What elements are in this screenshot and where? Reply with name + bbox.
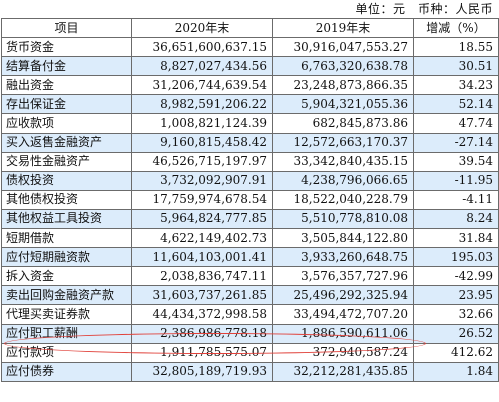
header-change: 增减（%） [413,17,499,39]
change-percent: 30.51 [413,56,499,77]
change-percent: 26.52 [413,323,499,344]
change-percent: 31.84 [413,228,499,249]
header-item: 项目 [1,17,132,39]
change-percent: 1.84 [413,361,499,382]
financial-table: 项目 2020年末 2019年末 增减（%） 货币资金 36,651,600,63… [1,17,499,382]
value-2019: 23,248,873,866.35 [272,75,414,96]
table-row: 结算备付金 8,827,027,434.56 6,763,320,638.78 30.… [1,56,499,77]
value-2020: 1,008,821,124.39 [131,113,273,134]
change-percent: 39.54 [413,151,499,172]
item-name: 应收款项 [1,113,132,134]
table-row: 其他权益工具投资 5,964,824,777.85 5,510,778,810.08… [1,208,499,230]
change-percent: 18.55 [413,37,499,58]
value-2020: 17,759,974,678.54 [131,189,273,210]
item-name: 应付债券 [1,361,132,382]
value-2019: 5,904,321,055.36 [272,94,414,115]
value-2020: 32,805,189,719.93 [131,361,273,382]
change-percent: 8.24 [413,208,499,230]
item-name: 融出资金 [1,75,132,96]
value-2020: 4,622,149,402.73 [131,228,273,249]
value-2019: 4,238,796,066.65 [272,170,414,191]
value-2019: 5,510,778,810.08 [272,208,414,230]
change-percent: 195.03 [413,247,499,268]
item-name: 交易性金融资产 [1,151,132,172]
change-percent: 34.23 [413,75,499,96]
table-row: 应付款项 1,911,785,575.07 372,940,587.24 412.62 [1,342,499,363]
table-row: 存出保证金 8,982,591,206.22 5,904,321,055.36 52.… [1,94,499,115]
value-2019: 1,886,590,611.06 [272,323,414,344]
value-2019: 33,494,472,707.20 [272,304,414,325]
item-name: 债权投资 [1,170,132,191]
table-row: 应付债券 32,805,189,719.93 32,212,281,435.85 1.… [1,361,499,382]
change-percent: -4.11 [413,189,499,210]
item-name: 应付短期融资款 [1,247,132,268]
table-row: 卖出回购金融资产款 31,603,737,261.85 25,496,292,325… [1,285,499,306]
value-2019: 3,505,844,122.80 [272,228,414,249]
value-2019: 372,940,587.24 [272,342,414,363]
value-2019: 12,572,663,170.37 [272,132,414,153]
item-name: 应付款项 [1,342,132,363]
value-2019: 32,212,281,435.85 [272,361,414,382]
value-2020: 8,827,027,434.56 [131,56,273,77]
header-2019: 2019年末 [272,17,414,39]
table-row: 买入返售金融资产 9,160,815,458.42 12,572,663,170.3… [1,132,499,153]
value-2020: 31,206,744,639.54 [131,75,273,96]
value-2020: 44,434,372,998.58 [131,304,273,325]
item-name: 短期借款 [1,228,132,249]
item-name: 结算备付金 [1,56,132,77]
table-row: 债权投资 3,732,092,907.91 4,238,796,066.65 -11.… [1,170,499,191]
table-row: 货币资金 36,651,600,637.15 30,916,047,553.27 18… [1,37,499,58]
table-row: 短期借款 4,622,149,402.73 3,505,844,122.80 31.8… [1,228,499,249]
unit-label: 单位：元 币种：人民币 [355,2,493,16]
table-row: 其他债权投资 17,759,974,678.54 18,522,040,228.79… [1,189,499,210]
item-name: 其他权益工具投资 [1,208,132,230]
item-name: 拆入资金 [1,266,132,287]
value-2020: 9,160,815,458.42 [131,132,273,153]
value-2020: 46,526,715,197.97 [131,151,273,172]
table-row: 应付短期融资款 11,604,103,001.41 3,933,260,648.75… [1,247,499,268]
change-percent: -11.95 [413,170,499,191]
value-2020: 8,982,591,206.22 [131,94,273,115]
change-percent: 32.66 [413,304,499,325]
value-2019: 682,845,873.86 [272,113,414,134]
table-row: 拆入资金 2,038,836,747.11 3,576,357,727.96 -42.… [1,266,499,287]
change-percent: -42.99 [413,266,499,287]
value-2020: 36,651,600,637.15 [131,37,273,58]
item-name: 应付职工薪酬 [1,323,132,344]
item-name: 存出保证金 [1,94,132,115]
change-percent: 23.95 [413,285,499,306]
table-row: 应付职工薪酬 2,386,986,778.18 1,886,590,611.06 26… [1,323,499,344]
value-2019: 6,763,320,638.78 [272,56,414,77]
change-percent: -27.14 [413,132,499,153]
value-2020: 11,604,103,001.41 [131,247,273,268]
change-percent: 412.62 [413,342,499,363]
item-name: 其他债权投资 [1,189,132,210]
item-name: 买入返售金融资产 [1,132,132,153]
value-2020: 2,038,836,747.11 [131,266,273,287]
value-2020: 3,732,092,907.91 [131,170,273,191]
value-2020: 1,911,785,575.07 [131,342,273,363]
item-name: 卖出回购金融资产款 [1,285,132,306]
change-percent: 47.74 [413,113,499,134]
table-row: 代理买卖证券款 44,434,372,998.58 33,494,472,707.2… [1,304,499,325]
change-percent: 52.14 [413,94,499,115]
value-2020: 5,964,824,777.85 [131,208,273,230]
header-2020: 2020年末 [131,17,273,39]
value-2020: 2,386,986,778.18 [131,323,273,344]
value-2019: 30,916,047,553.27 [272,37,414,58]
header-row: 项目 2020年末 2019年末 增减（%） [1,17,499,39]
value-2019: 18,522,040,228.79 [272,189,414,210]
value-2019: 3,933,260,648.75 [272,247,414,268]
table-row: 应收款项 1,008,821,124.39 682,845,873.86 47.74 [1,113,499,134]
table-row: 交易性金融资产 46,526,715,197.97 33,342,840,435.1… [1,151,499,172]
item-name: 货币资金 [1,37,132,58]
value-2020: 31,603,737,261.85 [131,285,273,306]
value-2019: 33,342,840,435.15 [272,151,414,172]
table-body: 货币资金 36,651,600,637.15 30,916,047,553.27 18… [1,37,499,382]
value-2019: 25,496,292,325.94 [272,285,414,306]
value-2019: 3,576,357,727.96 [272,266,414,287]
item-name: 代理买卖证券款 [1,304,132,325]
table-row: 融出资金 31,206,744,639.54 23,248,873,866.35 34… [1,75,499,96]
